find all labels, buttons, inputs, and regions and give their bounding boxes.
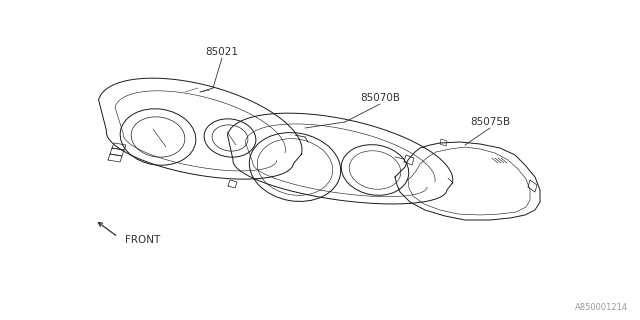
Text: 85070B: 85070B: [360, 93, 400, 103]
Text: 85021: 85021: [205, 47, 239, 57]
Text: 85075B: 85075B: [470, 117, 510, 127]
Text: A850001214: A850001214: [575, 303, 628, 312]
Text: FRONT: FRONT: [125, 235, 160, 245]
